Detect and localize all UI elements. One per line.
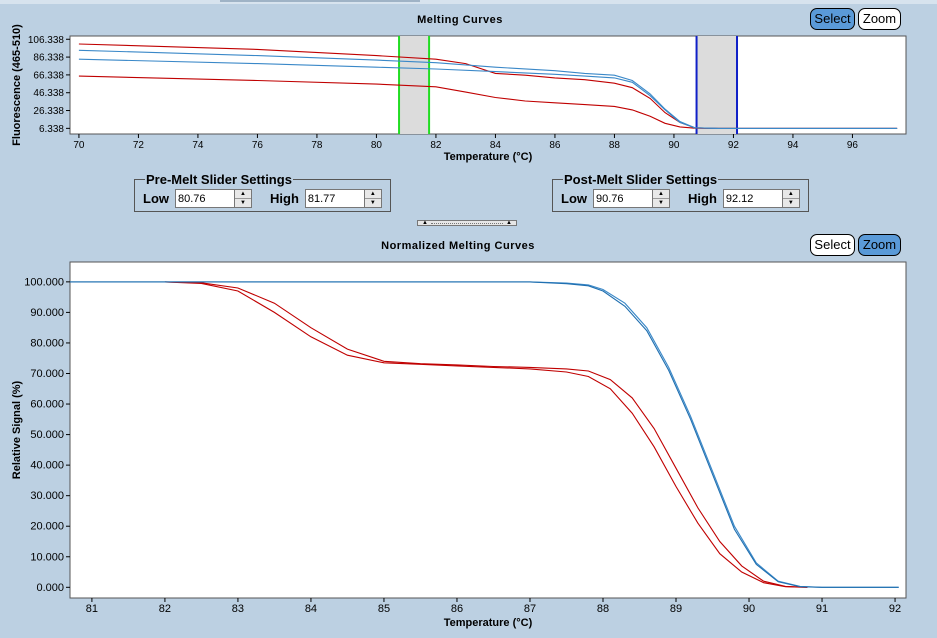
x-tick-label: 90 [743, 603, 755, 615]
curve-series-3 [70, 281, 899, 588]
bottom-select-button[interactable]: Select [810, 234, 855, 256]
melting-curves-chart[interactable]: 70 72 74 76 78 80 82 84 86 88 90 92 94 96 106.338 86.33… [0, 0, 937, 170]
x-tick-label: 96 [847, 140, 859, 151]
y-tick-label: 26.338 [33, 106, 64, 117]
x-tick-label: 84 [305, 603, 317, 615]
y-tick-label: 90.000 [30, 307, 64, 319]
curve-series-4 [78, 58, 898, 129]
normalized-curves-title: Normalized Melting Curves [381, 240, 535, 252]
y-tick-label: 6.338 [39, 124, 64, 135]
melting-curves-title: Melting Curves [417, 14, 503, 26]
y-tick-label: 80.000 [30, 337, 64, 349]
post-melt-high-spinner: ▲▼ [722, 189, 800, 208]
x-tick-label: 86 [451, 603, 463, 615]
pre-melt-slider-settings: Pre-Melt Slider Settings Low ▲▼ High ▲▼ [134, 172, 391, 212]
y-tick-label: 100.000 [24, 276, 64, 288]
post-melt-low-down-icon[interactable]: ▼ [653, 199, 669, 207]
pre-melt-low-spinner: ▲▼ [175, 189, 252, 208]
x-tick-label: 76 [252, 140, 264, 151]
post-melt-high-up-icon[interactable]: ▲ [782, 190, 799, 199]
top-zoom-button[interactable]: Zoom [858, 8, 901, 30]
splitter-up-icon[interactable]: ▲ [422, 220, 428, 226]
pre-melt-legend: Pre-Melt Slider Settings [146, 172, 292, 187]
x-tick-label: 83 [232, 603, 244, 615]
x-tick-label: 92 [728, 140, 740, 151]
y-tick-label: 20.000 [30, 521, 64, 533]
y-tick-label: 70.000 [30, 368, 64, 380]
top-select-button[interactable]: Select [810, 8, 855, 30]
splitter-down-icon[interactable]: ▲ [506, 220, 512, 226]
x-tick-label: 89 [670, 603, 682, 615]
x-tick-label: 88 [609, 140, 621, 151]
x-tick-label: 91 [816, 603, 828, 615]
x-axis-label: Temperature (°C) [444, 151, 533, 163]
x-tick-label: 81 [86, 603, 98, 615]
y-tick-label: 30.000 [30, 490, 64, 502]
y-tick-label: 66.338 [33, 70, 64, 81]
post-melt-low-spinner: ▲▼ [593, 189, 670, 208]
x-tick-label: 90 [668, 140, 680, 151]
post-melt-low-up-icon[interactable]: ▲ [653, 190, 669, 199]
pre-melt-high-input[interactable] [305, 190, 364, 207]
pre-melt-high-down-icon[interactable]: ▼ [364, 199, 381, 207]
y-axis-label: Relative Signal (%) [11, 380, 23, 479]
x-tick-label: 84 [490, 140, 502, 151]
pre-melt-low-input[interactable] [176, 190, 234, 207]
window-grip[interactable] [220, 0, 420, 2]
pre-melt-high-label: High [270, 191, 299, 206]
top-strip [0, 0, 937, 4]
y-axis-label: Fluorescence (465-510) [11, 24, 23, 146]
post-melt-high-input[interactable] [723, 190, 782, 207]
x-tick-label: 92 [889, 603, 901, 615]
post-melt-low-label: Low [561, 191, 587, 206]
plot-area[interactable] [69, 261, 907, 599]
x-axis-label: Temperature (°C) [444, 617, 533, 629]
splitter-grip [430, 222, 504, 224]
post-melt-high-down-icon[interactable]: ▼ [782, 199, 799, 207]
y-tick-label: 0.000 [36, 582, 64, 594]
curve-series-2 [164, 281, 808, 588]
x-tick-label: 82 [430, 140, 442, 151]
x-tick-label: 80 [371, 140, 383, 151]
x-tick-label: 86 [549, 140, 561, 151]
post-melt-slider-settings: Post-Melt Slider Settings Low ▲▼ High ▲▼ [552, 172, 809, 212]
x-tick-label: 72 [133, 140, 145, 151]
x-tick-label: 88 [597, 603, 609, 615]
pre-melt-high-up-icon[interactable]: ▲ [364, 190, 381, 199]
x-tick-label: 82 [159, 603, 171, 615]
pre-melt-low-label: Low [143, 191, 169, 206]
panel-splitter[interactable]: ▲ ▲ [417, 220, 517, 226]
pre-melt-low-up-icon[interactable]: ▲ [235, 190, 251, 199]
y-tick-label: 10.000 [30, 551, 64, 563]
x-tick-label: 78 [311, 140, 323, 151]
post-melt-legend: Post-Melt Slider Settings [564, 172, 718, 187]
curve-series-4 [70, 281, 899, 588]
post-melt-high-label: High [688, 191, 717, 206]
x-tick-label: 74 [192, 140, 204, 151]
x-tick-label: 94 [787, 140, 799, 151]
x-tick-label: 87 [524, 603, 536, 615]
y-tick-label: 60.000 [30, 399, 64, 411]
pre-melt-low-down-icon[interactable]: ▼ [235, 199, 251, 207]
curve-series-1 [164, 281, 808, 588]
plot-area[interactable] [69, 35, 907, 135]
post-melt-low-input[interactable] [594, 190, 652, 207]
y-tick-label: 86.338 [33, 53, 64, 64]
y-tick-label: 40.000 [30, 460, 64, 472]
x-tick-label: 70 [73, 140, 85, 151]
y-tick-label: 106.338 [28, 35, 65, 46]
x-tick-label: 85 [378, 603, 390, 615]
pre-melt-high-spinner: ▲▼ [304, 189, 382, 208]
y-tick-label: 46.338 [33, 88, 64, 99]
y-tick-label: 50.000 [30, 429, 64, 441]
bottom-zoom-button[interactable]: Zoom [858, 234, 901, 256]
post-melt-region [696, 36, 738, 134]
